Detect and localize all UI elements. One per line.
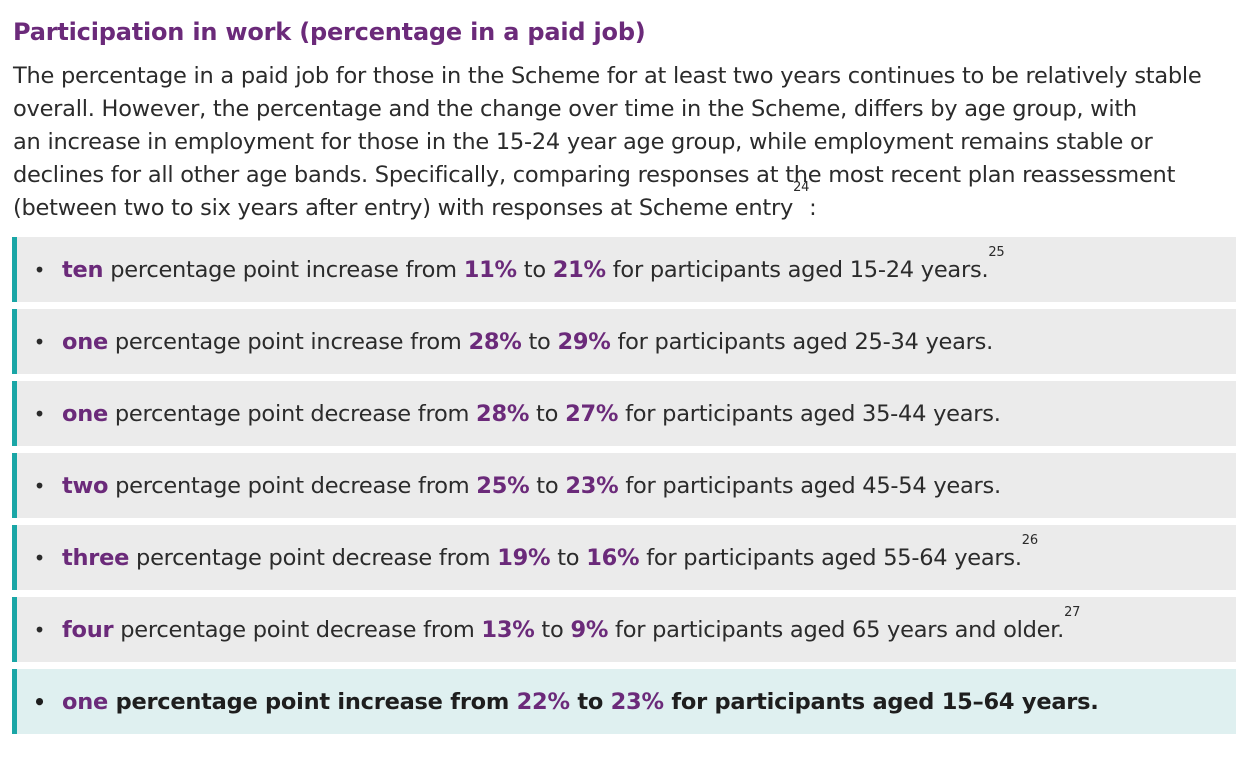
intro-line-last: (between two to six years after entry) w…	[13, 181, 1235, 225]
text-segment: for participants aged 15–64 years.	[663, 688, 1099, 715]
to-value: 23%	[565, 472, 619, 499]
text-segment: to	[534, 616, 571, 643]
intro-line: The percentage in a paid job for those i…	[13, 63, 1202, 89]
bullet: •	[33, 689, 46, 714]
text-segment: percentage point increase from	[108, 328, 469, 355]
change-amount: one	[62, 400, 108, 427]
to-value: 9%	[570, 616, 609, 643]
text-segment: for participants aged 15-24 years.	[605, 256, 989, 283]
finding-row-45-54: • two percentage point decrease from 25%…	[12, 453, 1236, 518]
text-segment: for participants aged 65 years and older…	[608, 616, 1065, 643]
finding-row-25-34: • one percentage point increase from 28%…	[12, 309, 1236, 374]
finding-text: one percentage point increase from 28% t…	[62, 329, 993, 355]
text-segment: for participants aged 35-44 years.	[618, 400, 1001, 427]
change-amount: ten	[62, 256, 104, 283]
bullet: •	[33, 257, 46, 282]
finding-text: three percentage point decrease from 19%…	[62, 534, 1038, 571]
finding-text: two percentage point decrease from 25% t…	[62, 473, 1001, 499]
to-value: 16%	[586, 544, 640, 571]
bullet: •	[33, 617, 46, 642]
finding-text: one percentage point decrease from 28% t…	[62, 401, 1001, 427]
bullet: •	[33, 401, 46, 426]
intro-line: declines for all other age bands. Specif…	[13, 162, 1176, 188]
footnote-ref: 24	[793, 180, 810, 195]
text-segment: to	[550, 544, 587, 571]
text-segment: for participants aged 45-54 years.	[618, 472, 1001, 499]
text-segment: to	[569, 688, 611, 715]
finding-text: four percentage point decrease from 13% …	[62, 606, 1080, 643]
finding-text: one percentage point increase from 22% t…	[62, 689, 1099, 715]
to-value: 21%	[552, 256, 606, 283]
text-segment: to	[516, 256, 553, 283]
text-segment: for participants aged 25-34 years.	[610, 328, 994, 355]
text-segment: for participants aged 55-64 years.	[639, 544, 1022, 571]
findings-list: • ten percentage point increase from 11%…	[12, 237, 1236, 741]
text-segment: percentage point decrease from	[108, 400, 477, 427]
footnote-ref: 27	[1064, 604, 1081, 620]
text-segment: percentage point increase from	[103, 256, 464, 283]
intro-line: overall. However, the percentage and the…	[13, 96, 1137, 122]
to-value: 23%	[610, 688, 664, 715]
finding-row-65-plus: • four percentage point decrease from 13…	[12, 597, 1236, 662]
intro-line: an increase in employment for those in t…	[13, 129, 1153, 155]
bullet: •	[33, 329, 46, 354]
bullet: •	[33, 545, 46, 570]
text-segment: percentage point decrease from	[113, 616, 482, 643]
text-segment: percentage point increase from	[108, 688, 517, 715]
finding-row-summary-15-64: • one percentage point increase from 22%…	[12, 669, 1236, 734]
footnote-ref: 25	[988, 244, 1005, 260]
footnote-ref: 26	[1021, 532, 1038, 548]
from-value: 28%	[468, 328, 522, 355]
from-value: 25%	[476, 472, 530, 499]
from-value: 11%	[463, 256, 517, 283]
bullet: •	[33, 473, 46, 498]
section-heading: Participation in work (percentage in a p…	[13, 18, 646, 46]
text-segment: to	[529, 472, 566, 499]
change-amount: three	[62, 544, 130, 571]
text-segment: to	[521, 328, 558, 355]
finding-text: ten percentage point increase from 11% t…	[62, 246, 1005, 283]
finding-row-55-64: • three percentage point decrease from 1…	[12, 525, 1236, 590]
text-segment: percentage point decrease from	[129, 544, 498, 571]
finding-row-35-44: • one percentage point decrease from 28%…	[12, 381, 1236, 446]
finding-row-15-24: • ten percentage point increase from 11%…	[12, 237, 1236, 302]
intro-paragraph: The percentage in a paid job for those i…	[13, 60, 1235, 225]
intro-line-text: (between two to six years after entry) w…	[13, 195, 794, 221]
text-segment: to	[529, 400, 566, 427]
from-value: 13%	[481, 616, 535, 643]
change-amount: one	[62, 688, 108, 715]
change-amount: one	[62, 328, 108, 355]
change-amount: four	[62, 616, 114, 643]
from-value: 22%	[516, 688, 570, 715]
from-value: 19%	[497, 544, 551, 571]
text-segment: percentage point decrease from	[108, 472, 477, 499]
from-value: 28%	[476, 400, 530, 427]
change-amount: two	[62, 472, 109, 499]
to-value: 27%	[565, 400, 619, 427]
to-value: 29%	[557, 328, 611, 355]
intro-line-colon: :	[809, 195, 817, 221]
